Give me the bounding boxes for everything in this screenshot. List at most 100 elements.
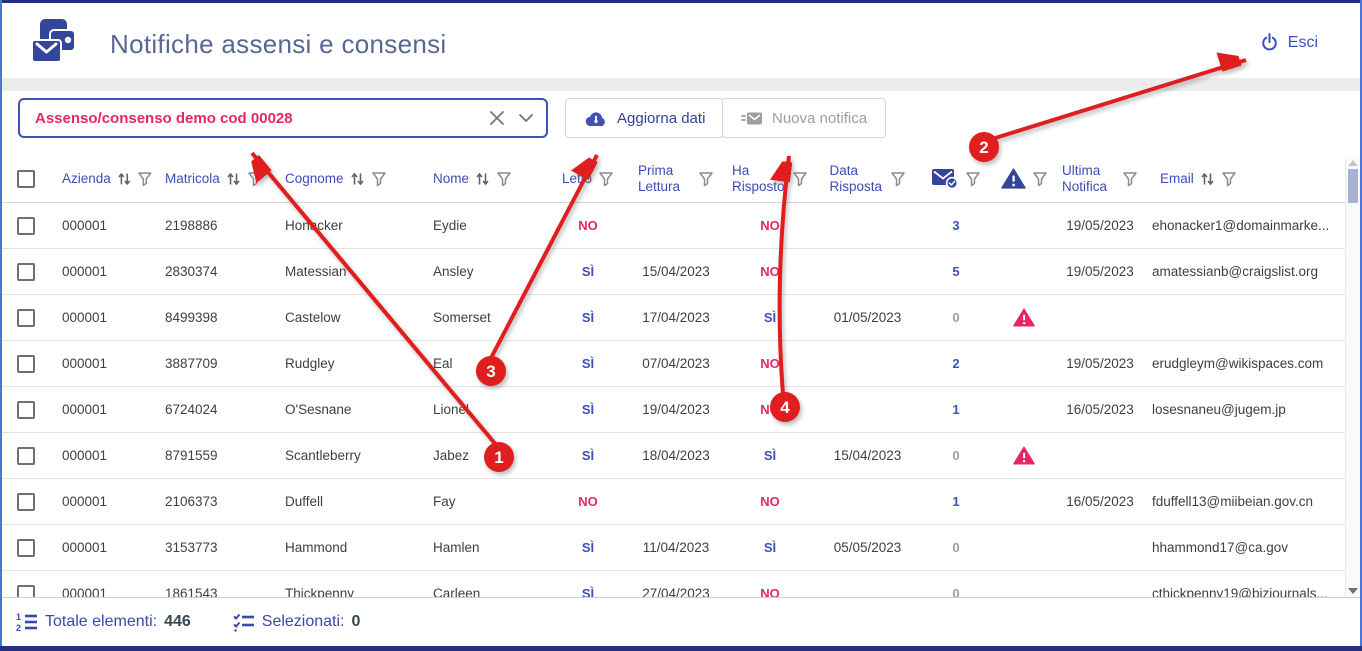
cell-ultima-notifica <box>1056 571 1144 597</box>
table-row: 000001 3887709 Rudgley Eal SÌ 07/04/2023… <box>2 341 1346 387</box>
cell-ha-risposto: SÌ <box>763 540 777 555</box>
cell-notifiche-count[interactable]: 1 <box>952 402 960 417</box>
vertical-scrollbar[interactable] <box>1345 157 1360 597</box>
table-row: 000001 8499398 Castelow Somerset SÌ 17/0… <box>2 295 1346 341</box>
numbered-list-icon: 1 2 <box>16 612 37 632</box>
cell-data-risposta: 05/05/2023 <box>833 540 902 555</box>
col-nome-label[interactable]: Nome <box>433 170 470 186</box>
cell-prima-lettura <box>627 479 725 524</box>
cell-azienda: 000001 <box>62 540 108 555</box>
table-row: 000001 2198886 Honacker Eydie NO NO 3 19… <box>2 203 1346 249</box>
cell-warning <box>992 249 1056 294</box>
filter-icon[interactable] <box>496 171 512 187</box>
row-checkbox[interactable] <box>17 400 35 419</box>
cell-notifiche-count[interactable]: 2 <box>952 356 960 371</box>
app-header: Notifiche assensi e consensi Esci <box>2 3 1360 78</box>
col-ultima-notifica-label[interactable]: Ultima Notifica <box>1062 162 1108 194</box>
filter-icon[interactable] <box>792 171 808 187</box>
filter-icon[interactable] <box>598 171 614 187</box>
row-checkbox[interactable] <box>17 216 35 235</box>
window-border-right <box>1360 0 1362 651</box>
filter-icon[interactable] <box>965 171 981 187</box>
col-email-label[interactable]: Email <box>1160 170 1194 186</box>
sort-icon[interactable] <box>1200 171 1215 187</box>
clear-icon[interactable] <box>488 109 506 127</box>
cell-warning <box>992 525 1056 570</box>
col-matricola-label[interactable]: Matricola <box>165 170 220 186</box>
row-checkbox[interactable] <box>17 354 35 373</box>
filter-icon[interactable] <box>698 171 714 187</box>
cell-data-risposta <box>815 249 920 294</box>
col-prima-lettura-label[interactable]: Prima Lettura <box>638 162 681 194</box>
col-cognome-label[interactable]: Cognome <box>285 170 344 186</box>
chevron-down-icon[interactable] <box>518 113 534 123</box>
cell-notifiche-count[interactable]: 0 <box>952 448 960 463</box>
scroll-down-arrow[interactable] <box>1348 588 1358 594</box>
scroll-up-arrow[interactable] <box>1348 160 1358 166</box>
exit-button[interactable]: Esci <box>1259 32 1318 53</box>
row-checkbox[interactable] <box>17 308 35 327</box>
table-row: 000001 2106373 Duffell Fay NO NO 1 16/05… <box>2 479 1346 525</box>
cell-notifiche-count[interactable]: 3 <box>952 218 960 233</box>
filter-icon[interactable] <box>247 171 263 187</box>
cell-matricola: 3887709 <box>165 356 218 371</box>
filter-icon[interactable] <box>890 171 906 187</box>
select-all-checkbox[interactable] <box>17 169 35 188</box>
table-body: 000001 2198886 Honacker Eydie NO NO 3 19… <box>2 203 1346 597</box>
cell-prima-lettura: 15/04/2023 <box>642 264 710 279</box>
row-checkbox[interactable] <box>17 446 35 465</box>
cell-notifiche-count[interactable]: 0 <box>952 310 960 325</box>
cell-warning <box>992 479 1056 524</box>
refresh-button[interactable]: Aggiorna dati <box>565 98 725 138</box>
cell-warning <box>992 571 1056 597</box>
page-title: Notifiche assensi e consensi <box>110 29 447 59</box>
new-notification-button[interactable]: Nuova notifica <box>722 98 887 138</box>
cell-azienda: 000001 <box>62 586 108 597</box>
table-row: 000001 8791559 Scantleberry Jabez SÌ 18/… <box>2 433 1346 479</box>
cloud-download-icon <box>585 111 605 126</box>
svg-text:1: 1 <box>16 612 21 622</box>
scrollbar-thumb[interactable] <box>1348 169 1358 203</box>
sort-icon[interactable] <box>350 171 365 187</box>
sort-icon[interactable] <box>226 171 241 187</box>
sort-icon[interactable] <box>117 171 132 187</box>
row-checkbox[interactable] <box>17 262 35 281</box>
sort-icon[interactable] <box>475 171 490 187</box>
filter-icon[interactable] <box>371 171 387 187</box>
cell-prima-lettura: 27/04/2023 <box>642 586 710 597</box>
filter-dropdown[interactable]: Assenso/consenso demo cod 00028 <box>18 98 548 138</box>
col-data-risposta-label[interactable]: Data Risposta <box>829 162 883 194</box>
row-checkbox[interactable] <box>17 492 35 511</box>
warning-header-icon[interactable] <box>1000 168 1026 189</box>
cell-matricola: 2198886 <box>165 218 218 233</box>
filter-icon[interactable] <box>1122 171 1138 187</box>
cell-ha-risposto: NO <box>760 218 780 233</box>
row-checkbox[interactable] <box>17 538 35 557</box>
refresh-button-label: Aggiorna dati <box>617 109 706 127</box>
row-checkbox[interactable] <box>17 584 35 597</box>
col-ha-risposto-label[interactable]: Ha Risposto <box>732 162 785 194</box>
total-elements: 1 2 Totale elementi: 446 <box>16 612 191 632</box>
cell-azienda: 000001 <box>62 494 108 509</box>
cell-letto: SÌ <box>581 356 595 371</box>
cell-ultima-notifica <box>1056 295 1144 340</box>
cell-letto: SÌ <box>581 402 595 417</box>
cell-ultima-notifica: 19/05/2023 <box>1066 264 1134 279</box>
filter-icon[interactable] <box>137 171 153 187</box>
envelope-check-icon[interactable] <box>931 167 959 190</box>
filter-icon[interactable] <box>1221 171 1237 187</box>
cell-notifiche-count[interactable]: 0 <box>952 586 960 597</box>
cell-notifiche-count[interactable]: 1 <box>952 494 960 509</box>
cell-notifiche-count[interactable]: 0 <box>952 540 960 555</box>
cell-data-risposta: 01/05/2023 <box>833 310 902 325</box>
cell-cognome: Scantleberry <box>285 448 361 463</box>
cell-notifiche-count[interactable]: 5 <box>952 264 960 279</box>
col-azienda-label[interactable]: Azienda <box>62 170 111 186</box>
cell-nome: Fay <box>433 494 456 509</box>
filter-icon[interactable] <box>1032 171 1048 187</box>
cell-ultima-notifica: 19/05/2023 <box>1066 356 1134 371</box>
selected-elements-label: Selezionati: <box>261 613 345 630</box>
window-border-left <box>0 0 2 651</box>
col-letto-label[interactable]: Letto <box>561 170 593 186</box>
cell-cognome: Duffell <box>285 494 324 509</box>
